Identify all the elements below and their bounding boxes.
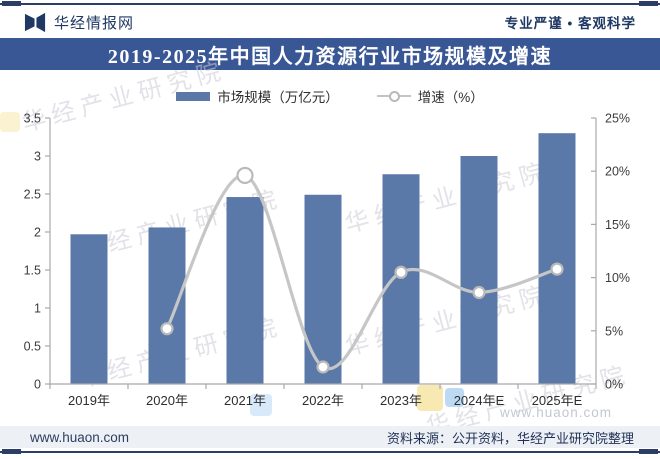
top-border-accent-left [2,1,21,6]
top-border-accent-right [639,1,658,6]
footer-bar: www.huaon.com 资料来源：公开资料，华经产业研究院整理 [0,426,660,448]
legend-item-growth: 增速（%） [376,86,484,106]
svg-text:1.5: 1.5 [24,264,41,278]
svg-text:2023年: 2023年 [380,393,422,408]
title-bar: 2019-2025年中国人力资源行业市场规模及增速 [0,38,660,70]
footer-source-note: 资料来源：公开资料，华经产业研究院整理 [386,430,634,446]
legend-label: 增速（%） [417,90,484,105]
svg-text:0: 0 [34,378,41,392]
bottom-border-accent-left [2,449,21,454]
footer-site-link[interactable]: www.huaon.com [30,429,130,445]
svg-text:20%: 20% [605,165,630,179]
svg-text:2024年E: 2024年E [454,393,505,408]
bottom-border-accent-right [639,449,658,454]
legend-label: 市场规模（万亿元） [217,90,339,105]
svg-text:10%: 10% [605,271,630,285]
growth-markers [160,166,564,374]
svg-text:0%: 0% [605,378,623,392]
svg-text:2022年: 2022年 [302,393,344,408]
chart-plot: 0 0.5 1 1.5 2 2.5 3 3.5 0% 5% 10% 15% 20% 25% 2019年 202… [24,112,630,409]
svg-text:25%: 25% [605,112,630,126]
top-border-line [0,3,660,5]
svg-text:3.5: 3.5 [24,112,41,126]
chart-legend: 市场规模（万亿元） 增速（%） [0,86,660,106]
line-swatch-icon [376,90,411,102]
brand-logo-icon [24,11,47,34]
svg-text:2019年: 2019年 [68,393,110,408]
bar-swatch-icon [176,91,211,101]
header-slogan: 专业严谨 • 客观科学 [504,16,636,31]
svg-text:2: 2 [34,226,41,240]
svg-text:2025年E: 2025年E [532,393,583,408]
svg-text:2021年: 2021年 [224,393,266,408]
bars [70,133,576,384]
svg-text:2.5: 2.5 [24,188,41,202]
svg-text:3: 3 [34,150,41,164]
svg-text:2020年: 2020年 [146,393,188,408]
svg-text:0.5: 0.5 [24,340,41,354]
axes: 0 0.5 1 1.5 2 2.5 3 3.5 0% 5% 10% 15% 20% 25% 2019年 202… [24,112,630,409]
header: 华经情报网 专业严谨 • 客观科学 [0,7,660,37]
svg-text:5%: 5% [605,324,623,338]
svg-text:15%: 15% [605,218,630,232]
brand: 华经情报网 [24,11,134,34]
brand-name: 华经情报网 [54,14,135,32]
page-title: 2019-2025年中国人力资源行业市场规模及增速 [107,45,553,68]
growth-line [165,173,559,371]
svg-text:1: 1 [34,302,41,316]
bottom-border-line [0,451,660,453]
legend-item-market-size: 市场规模（万亿元） [176,86,339,106]
